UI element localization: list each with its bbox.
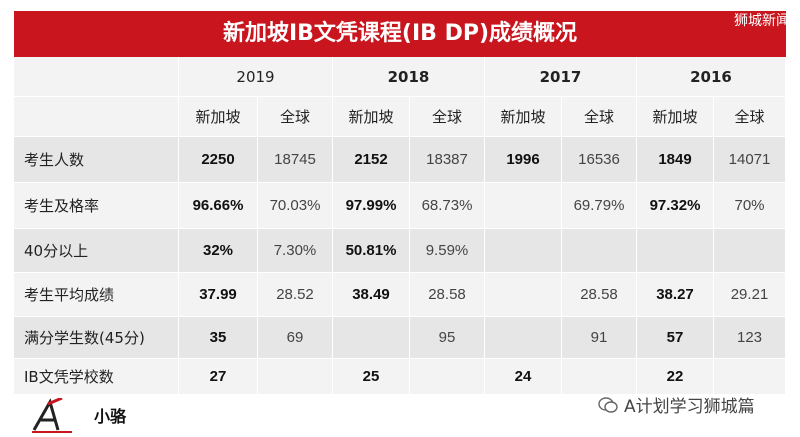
table-cell [333, 317, 410, 359]
table-cell: 28.58 [562, 273, 637, 317]
table-cell: 91 [562, 317, 637, 359]
table-cell: 28.52 [258, 273, 333, 317]
table-cell: 29.21 [714, 273, 786, 317]
year-header: 2018 [333, 57, 485, 97]
table-cell: 95 [410, 317, 485, 359]
year-header: 2017 [485, 57, 637, 97]
table-cell: 16536 [562, 137, 637, 183]
table-cell: 38.27 [637, 273, 714, 317]
watermark-text: 狮城新闻 [734, 13, 790, 29]
row-label: 40分以上 [14, 229, 179, 273]
table-cell: 1849 [637, 137, 714, 183]
subheader-singapore: 新加坡 [179, 97, 258, 137]
table-cell [637, 229, 714, 273]
row-label: 考生平均成绩 [14, 273, 179, 317]
table-cell: 25 [333, 359, 410, 395]
footer-author: 小骆 [94, 407, 127, 426]
wechat-icon [598, 396, 618, 413]
corner-cell [14, 57, 179, 97]
table-cell: 32% [179, 229, 258, 273]
table-cell: 37.99 [179, 273, 258, 317]
subheader-singapore: 新加坡 [485, 97, 562, 137]
table-cell [714, 359, 786, 395]
table-cell [485, 273, 562, 317]
table-cell: 68.73% [410, 183, 485, 229]
table-cell: 97.99% [333, 183, 410, 229]
subheader-global: 全球 [562, 97, 637, 137]
table-cell: 2152 [333, 137, 410, 183]
corner-cell [14, 97, 179, 137]
table-cell: 70% [714, 183, 786, 229]
table-cell [562, 359, 637, 395]
table-cell [562, 229, 637, 273]
table-cell: 57 [637, 317, 714, 359]
table-cell [410, 359, 485, 395]
table-cell [485, 317, 562, 359]
table-cell [714, 229, 786, 273]
footer-source-text: A计划学习狮城篇 [624, 397, 755, 417]
table-cell: 1996 [485, 137, 562, 183]
subheader-singapore: 新加坡 [637, 97, 714, 137]
table-cell [485, 183, 562, 229]
year-header: 2016 [637, 57, 786, 97]
table-cell [258, 359, 333, 395]
table-cell: 28.58 [410, 273, 485, 317]
table-cell: 22 [637, 359, 714, 395]
row-label: 考生人数 [14, 137, 179, 183]
row-label: 考生及格率 [14, 183, 179, 229]
table-cell: 38.49 [333, 273, 410, 317]
subheader-global: 全球 [258, 97, 333, 137]
footer-source: A计划学习狮城篇 [598, 392, 755, 417]
table-cell: 97.32% [637, 183, 714, 229]
row-label: IB文凭学校数 [14, 359, 179, 395]
row-label: 满分学生数(45分) [14, 317, 179, 359]
table-cell [485, 229, 562, 273]
year-header: 2019 [179, 57, 333, 97]
table-cell: 69.79% [562, 183, 637, 229]
table-cell: 123 [714, 317, 786, 359]
results-table-card: 新加坡IB文凭课程(IB DP)成绩概况 2019 2018 2017 2016 新加坡… [14, 11, 786, 395]
table-cell: 69 [258, 317, 333, 359]
subheader-global: 全球 [714, 97, 786, 137]
a-letter-logo-icon [32, 398, 72, 433]
table-title: 新加坡IB文凭课程(IB DP)成绩概况 [14, 11, 786, 57]
table-cell: 2250 [179, 137, 258, 183]
table-cell: 18745 [258, 137, 333, 183]
table-cell: 18387 [410, 137, 485, 183]
table-cell: 27 [179, 359, 258, 395]
subheader-singapore: 新加坡 [333, 97, 410, 137]
table-cell: 24 [485, 359, 562, 395]
table-cell: 70.03% [258, 183, 333, 229]
table-cell: 96.66% [179, 183, 258, 229]
table-cell: 35 [179, 317, 258, 359]
table-cell: 50.81% [333, 229, 410, 273]
table-cell: 14071 [714, 137, 786, 183]
subheader-global: 全球 [410, 97, 485, 137]
table-cell: 9.59% [410, 229, 485, 273]
table-cell: 7.30% [258, 229, 333, 273]
